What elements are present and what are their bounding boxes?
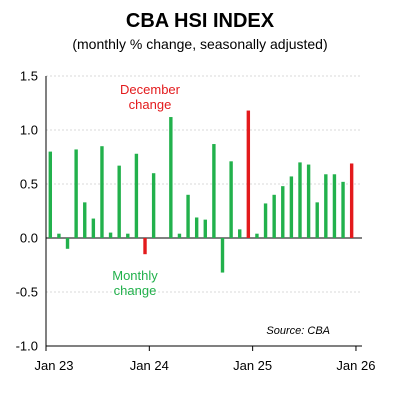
bar — [220, 238, 225, 273]
bar — [263, 203, 268, 238]
bar — [134, 153, 139, 238]
monthly-annotation: change — [114, 283, 157, 298]
x-tick-label: Jan 25 — [233, 358, 272, 373]
bar — [48, 151, 53, 238]
bar-december — [349, 163, 354, 238]
bar — [315, 202, 319, 238]
bar — [298, 162, 302, 238]
bar — [100, 146, 104, 238]
bar — [212, 144, 216, 238]
bar — [65, 238, 70, 249]
chart-subtitle: (monthly % change, seasonally adjusted) — [72, 36, 328, 52]
bar — [289, 176, 294, 238]
y-tick-label: -1.0 — [16, 339, 38, 354]
bar — [177, 233, 182, 238]
bar — [203, 219, 207, 238]
bar — [238, 229, 242, 238]
bar — [151, 173, 156, 238]
bar — [108, 232, 113, 238]
bar — [186, 194, 190, 238]
bar — [91, 218, 96, 238]
bar — [341, 181, 345, 238]
bar — [83, 202, 87, 238]
bar — [57, 233, 61, 238]
bar-december — [143, 238, 147, 255]
bar — [255, 233, 259, 238]
x-tick-label: Jan 23 — [34, 358, 73, 373]
chart-title: CBA HSI INDEX — [125, 10, 275, 32]
source-note: Source: CBA — [266, 325, 330, 337]
y-tick-label: 0.0 — [20, 231, 38, 246]
bar — [332, 174, 337, 238]
x-tick-label: Jan 24 — [130, 358, 169, 373]
x-tick-label: Jan 26 — [336, 358, 375, 373]
bar — [324, 174, 328, 238]
bar — [281, 186, 285, 238]
bar — [74, 149, 78, 238]
december-annotation: change — [129, 97, 172, 112]
y-tick-label: 1.0 — [20, 123, 38, 138]
bar — [194, 217, 199, 238]
bar — [306, 164, 311, 238]
bar — [169, 117, 173, 238]
bar — [229, 161, 233, 238]
bar — [126, 233, 130, 238]
monthly-annotation: Monthly — [112, 268, 158, 283]
bar — [272, 194, 276, 238]
bar — [117, 165, 121, 238]
december-annotation: December — [120, 82, 181, 97]
y-tick-label: -0.5 — [16, 285, 38, 300]
y-tick-label: 0.5 — [20, 177, 38, 192]
y-tick-label: 1.5 — [20, 69, 38, 84]
bar-december — [246, 110, 251, 238]
